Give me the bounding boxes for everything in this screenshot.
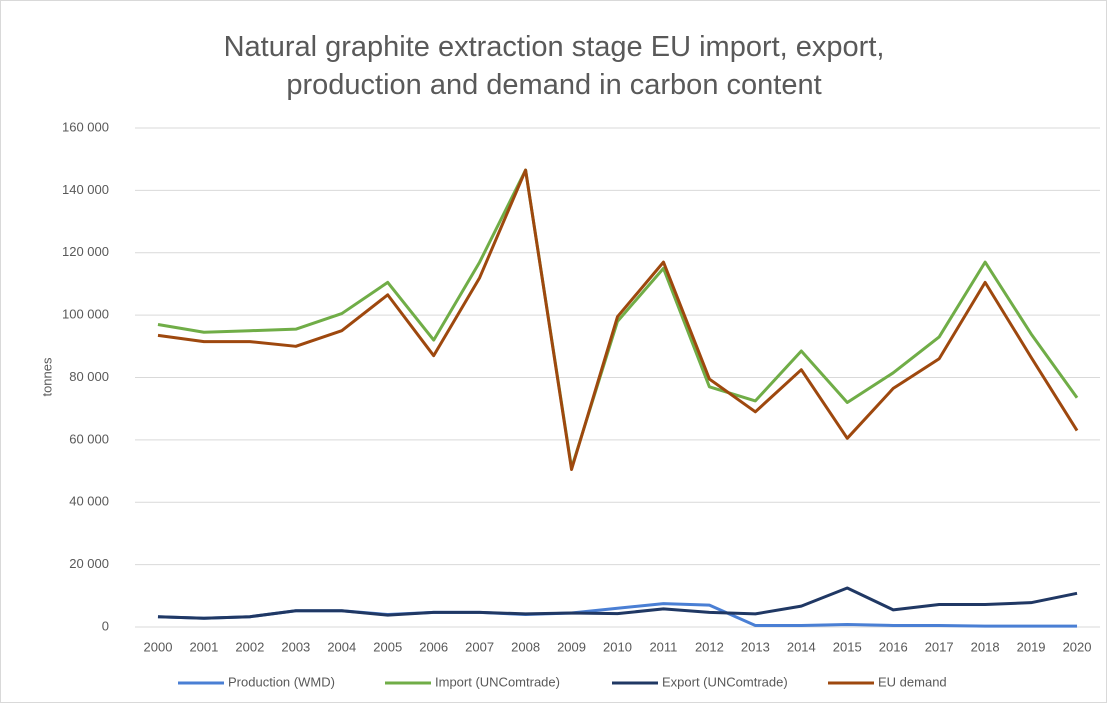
series-line xyxy=(157,168,1079,472)
y-tick-label: 80 000 xyxy=(69,369,109,384)
x-tick-label: 2017 xyxy=(925,639,954,654)
y-tick-label: 20 000 xyxy=(69,556,109,571)
x-tick-label: 2014 xyxy=(787,639,816,654)
x-tick-label: 2009 xyxy=(557,639,586,654)
x-tick-label: 2005 xyxy=(373,639,402,654)
y-tick-label: 120 000 xyxy=(62,244,109,259)
x-tick-label: 2018 xyxy=(971,639,1000,654)
x-tick-label: 2015 xyxy=(833,639,862,654)
x-tick-label: 2001 xyxy=(189,639,218,654)
x-tick-label: 2000 xyxy=(144,639,173,654)
y-axis-label: tonnes xyxy=(39,357,54,397)
y-tick-label: 40 000 xyxy=(69,494,109,509)
y-tick-label: 160 000 xyxy=(62,119,109,134)
y-tick-label: 60 000 xyxy=(69,431,109,446)
x-tick-label: 2011 xyxy=(649,639,677,654)
chart-title: Natural graphite extraction stage EU imp… xyxy=(223,31,885,101)
y-tick-label: 100 000 xyxy=(62,307,109,322)
x-tick-label: 2003 xyxy=(281,639,310,654)
x-tick-label: 2008 xyxy=(511,639,540,654)
x-tick-label: 2006 xyxy=(419,639,448,654)
x-tick-label: 2020 xyxy=(1063,639,1092,654)
y-tick-label: 140 000 xyxy=(62,182,109,197)
legend-label: Production (WMD) xyxy=(228,674,335,689)
x-tick-label: 2012 xyxy=(695,639,724,654)
x-tick-label: 2019 xyxy=(1017,639,1046,654)
legend-label: EU demand xyxy=(878,674,947,689)
legend-label: Import (UNComtrade) xyxy=(435,674,560,689)
x-tick-label: 2004 xyxy=(327,639,356,654)
legend-label: Export (UNComtrade) xyxy=(662,674,788,689)
x-tick-label: 2010 xyxy=(603,639,632,654)
y-tick-label: 0 xyxy=(102,618,109,633)
x-tick-label: 2007 xyxy=(465,639,494,654)
x-tick-label: 2016 xyxy=(879,639,908,654)
x-tick-label: 2013 xyxy=(741,639,770,654)
x-tick-label: 2002 xyxy=(235,639,264,654)
series-line xyxy=(157,586,1078,620)
